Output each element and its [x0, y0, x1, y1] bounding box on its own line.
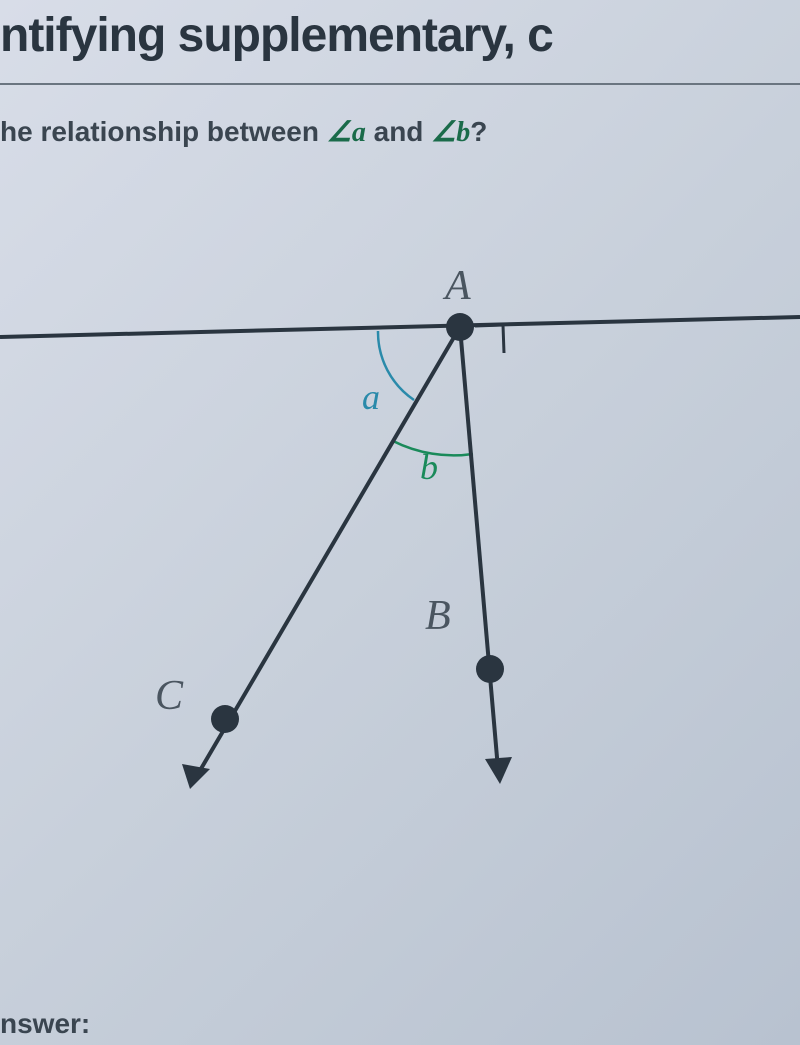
label-b: B — [425, 593, 451, 639]
geometry-diagram: A B C a b — [0, 209, 800, 859]
angle-b-symbol: ∠b — [431, 117, 470, 148]
answer-label: nswer: — [0, 1008, 90, 1040]
section-divider — [0, 83, 800, 85]
right-angle-marker — [475, 325, 504, 353]
ray-ac-arrow — [182, 764, 210, 789]
horizontal-line — [0, 317, 800, 337]
page-title: ntifying supplementary, c — [0, 0, 800, 63]
question-suffix: ? — [470, 116, 487, 147]
point-c — [211, 705, 239, 733]
angle-a-symbol: ∠a — [327, 117, 366, 148]
label-a: A — [442, 263, 471, 309]
point-b — [476, 655, 504, 683]
angle-label-a: a — [362, 377, 380, 417]
point-a — [446, 313, 474, 341]
ray-ab — [460, 327, 498, 769]
ray-ab-arrow — [485, 757, 512, 784]
question-text: he relationship between ∠a and ∠b? — [0, 105, 800, 149]
question-prefix: he relationship between — [0, 116, 327, 147]
question-middle: and — [366, 116, 431, 147]
diagram-svg: A B C a b — [0, 209, 800, 859]
angle-a-arc — [378, 331, 414, 400]
label-c: C — [155, 673, 184, 719]
angle-label-b: b — [420, 447, 438, 487]
